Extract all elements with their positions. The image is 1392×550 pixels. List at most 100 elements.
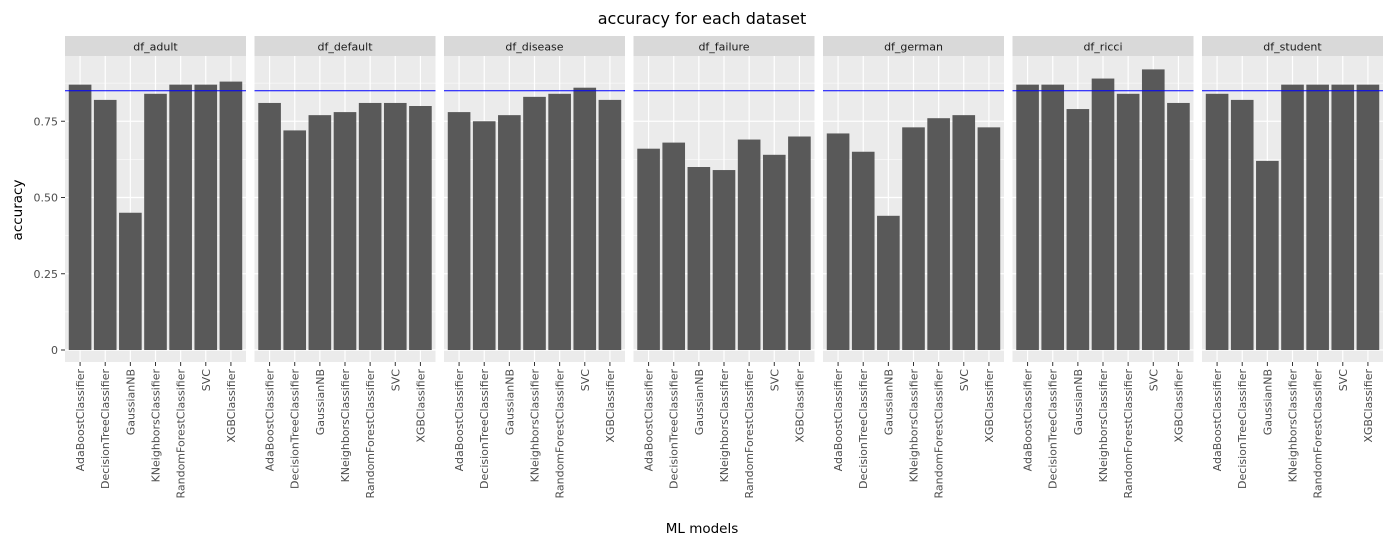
bar-KNeighborsClassifier [523,96,546,350]
x-tick-label: SVC [768,369,781,392]
bar-DecisionTreeClassifier [93,99,117,351]
facet-label: df_disease [505,41,563,54]
facet-panel-df_default: df_default AdaBoostClassifier DecisionTree… [254,36,436,499]
facet-panel-df_ricci: df_ricci AdaBoostClassifier DecisionTreeCl… [1012,36,1194,499]
bar-GaussianNB [498,115,521,351]
x-tick-label: KNeighborsClassifier [339,369,352,483]
x-tick-label: RandomForestClassifier [933,369,946,499]
x-tick-label: SVC [200,369,213,392]
bar-GaussianNB [308,115,332,351]
facet-strip [254,36,436,56]
x-tick-label: KNeighborsClassifier [529,369,542,483]
x-tick-label: AdaBoostClassifier [453,369,466,472]
bar-KNeighborsClassifier [712,170,736,350]
x-tick-label: GaussianNB [314,369,327,435]
y-tick-label: 0.75 [34,115,59,128]
x-tick-label: GaussianNB [882,369,895,435]
bar-RandomForestClassifier [1306,84,1329,351]
bar-DecisionTreeClassifier [851,151,875,350]
bar-GaussianNB [687,167,711,350]
bar-XGBClassifier [1167,102,1190,350]
facet-strip [65,36,246,56]
bar-AdaBoostClassifier [447,112,471,350]
bar-KNeighborsClassifier [1091,78,1115,351]
bar-AdaBoostClassifier [68,84,92,351]
x-tick-label: XGBClassifier [1172,369,1185,443]
bar-XGBClassifier [219,81,243,350]
x-tick-label: XGBClassifier [604,369,617,443]
bar-AdaBoostClassifier [1205,93,1229,351]
bar-GaussianNB [1256,160,1279,350]
x-tick-label: GaussianNB [1261,369,1274,435]
bar-SVC [573,87,597,350]
bar-SVC [762,154,786,350]
x-tick-label: DecisionTreeClassifier [99,369,112,489]
facet-label: df_default [317,41,373,54]
bar-SVC [383,102,407,350]
x-tick-label: DecisionTreeClassifier [289,369,302,489]
bar-SVC [1331,84,1355,351]
bar-AdaBoostClassifier [826,133,850,350]
x-tick-label: SVC [1337,369,1350,392]
facet-strip [1012,36,1194,56]
bar-DecisionTreeClassifier [283,130,307,350]
x-tick-label: RandomForestClassifier [364,369,377,499]
bar-AdaBoostClassifier [258,102,281,350]
x-tick-label: XGBClassifier [793,369,806,443]
bar-XGBClassifier [788,136,811,350]
x-tick-label: DecisionTreeClassifier [668,369,681,489]
facet-strip [1202,36,1383,56]
bar-GaussianNB [877,215,900,350]
bar-GaussianNB [1066,109,1090,350]
x-tick-label: SVC [579,369,592,392]
facets-layer: 0 0.25 0.50 0.75 df_adult AdaBoostClassifier D… [34,36,1383,499]
x-tick-label: DecisionTreeClassifier [1047,369,1060,489]
x-tick-label: KNeighborsClassifier [150,369,163,483]
x-tick-label: AdaBoostClassifier [832,369,845,472]
x-tick-label: SVC [1147,369,1160,392]
bar-AdaBoostClassifier [1016,84,1039,351]
bar-KNeighborsClassifier [902,127,925,350]
x-tick-label: RandomForestClassifier [1122,369,1135,499]
facet-panel-df_failure: df_failure AdaBoostClassifier DecisionTree… [633,36,815,499]
chart-title: accuracy for each dataset [598,9,807,28]
bar-SVC [1141,69,1165,351]
x-tick-label: AdaBoostClassifier [264,369,277,472]
bar-DecisionTreeClassifier [662,142,686,350]
facet-panel-df_german: df_german AdaBoostClassifier DecisionTreeC… [823,36,1004,499]
x-tick-label: KNeighborsClassifier [718,369,731,483]
x-tick-label: KNeighborsClassifier [908,369,921,483]
x-tick-label: GaussianNB [1072,369,1085,435]
bar-SVC [952,115,976,351]
x-tick-label: SVC [958,369,971,392]
bar-RandomForestClassifier [1116,93,1140,351]
y-tick-label: 0 [51,344,58,357]
facet-label: df_german [884,41,943,54]
y-axis-title: accuracy [10,180,26,241]
facet-strip [823,36,1004,56]
bar-GaussianNB [119,212,142,350]
x-tick-label: AdaBoostClassifier [1211,369,1224,472]
bar-XGBClassifier [977,127,1001,350]
bar-XGBClassifier [598,99,622,351]
facet-label: df_student [1263,41,1322,54]
x-tick-label: DecisionTreeClassifier [478,369,491,489]
x-tick-label: GaussianNB [124,369,137,435]
x-tick-label: DecisionTreeClassifier [1236,369,1249,489]
x-tick-label: AdaBoostClassifier [643,369,656,472]
x-tick-label: KNeighborsClassifier [1287,369,1300,483]
facet-panel-df_student: df_student AdaBoostClassifier DecisionTree… [1202,36,1383,499]
bar-RandomForestClassifier [737,139,761,350]
facet-label: df_adult [133,41,178,54]
x-axis-title: ML models [666,521,739,537]
y-tick-label: 0.50 [34,192,59,205]
x-tick-label: RandomForestClassifier [554,369,567,499]
x-tick-label: XGBClassifier [225,369,238,443]
bar-RandomForestClassifier [358,102,382,350]
x-tick-label: RandomForestClassifier [743,369,756,499]
x-tick-label: SVC [389,369,402,392]
bar-RandomForestClassifier [548,93,571,351]
x-tick-label: GaussianNB [503,369,516,435]
bar-KNeighborsClassifier [333,112,357,350]
